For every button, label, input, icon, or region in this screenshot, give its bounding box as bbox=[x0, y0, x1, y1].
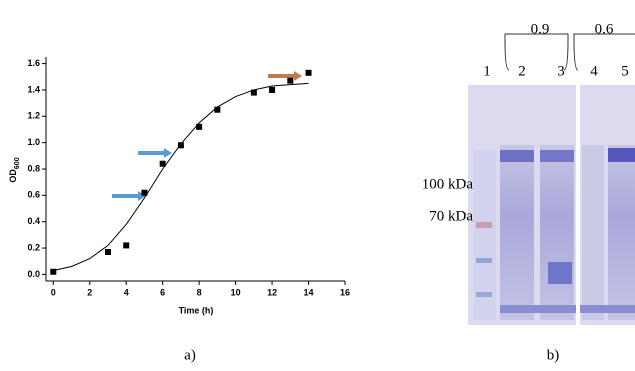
divider bbox=[576, 85, 580, 325]
group-label: 0.6 bbox=[595, 21, 614, 37]
arrow-head bbox=[294, 71, 302, 81]
x-tick-label: 16 bbox=[340, 287, 350, 297]
x-tick-label: 0 bbox=[51, 287, 56, 297]
lane bbox=[540, 145, 574, 320]
x-axis-label: Time (h) bbox=[179, 305, 214, 315]
y-tick-label: 1.2 bbox=[27, 111, 40, 121]
band bbox=[500, 305, 635, 313]
data-point bbox=[269, 87, 275, 93]
lane bbox=[582, 145, 604, 320]
bracket-line bbox=[505, 40, 578, 70]
lane-label: 5 bbox=[621, 63, 629, 79]
arrow-head bbox=[164, 148, 172, 158]
y-tick-label: 1.6 bbox=[27, 58, 40, 68]
ladder-band bbox=[476, 222, 492, 228]
x-tick-label: 6 bbox=[160, 287, 165, 297]
y-tick-label: 0.8 bbox=[27, 163, 40, 173]
y-tick-label: 0.4 bbox=[27, 216, 40, 226]
lane-label: 3 bbox=[557, 63, 565, 79]
ladder-band bbox=[476, 258, 492, 263]
data-point bbox=[306, 70, 312, 76]
page: 0.9 0.6 1 2 3 4 5 100 kDa 70 kDa a) b) T… bbox=[0, 0, 635, 371]
figure: 0.9 0.6 1 2 3 4 5 100 kDa 70 kDa a) b) T… bbox=[0, 0, 635, 371]
y-axis-label-sub: 600 bbox=[14, 157, 21, 169]
caption: b) bbox=[547, 347, 560, 363]
lane-label: 1 bbox=[483, 63, 491, 79]
gel-image bbox=[468, 34, 635, 325]
band bbox=[608, 148, 635, 162]
marker-label: 100 kDa bbox=[422, 176, 474, 192]
x-tick-label: 10 bbox=[231, 287, 241, 297]
y-tick-label: 0.2 bbox=[27, 242, 40, 252]
marker-label: 70 kDa bbox=[429, 208, 473, 224]
band bbox=[548, 262, 572, 284]
x-tick-label: 14 bbox=[304, 287, 314, 297]
data-point bbox=[287, 78, 293, 84]
lane bbox=[608, 145, 635, 320]
y-tick-label: 1.0 bbox=[27, 137, 40, 147]
x-tick-label: 4 bbox=[124, 287, 129, 297]
x-tick-label: 8 bbox=[197, 287, 202, 297]
x-tick-label: 2 bbox=[87, 287, 92, 297]
bracket bbox=[505, 34, 635, 40]
caption: a) bbox=[184, 347, 196, 363]
band bbox=[500, 150, 534, 162]
y-tick-label: 1.4 bbox=[27, 84, 40, 94]
ladder-band bbox=[476, 292, 492, 297]
lane-label: 2 bbox=[518, 63, 526, 79]
data-point bbox=[105, 249, 111, 255]
group-label: 0.9 bbox=[531, 21, 550, 37]
y-axis-label: OD600 bbox=[8, 157, 20, 182]
lane bbox=[500, 145, 534, 320]
fit-curve bbox=[53, 83, 308, 270]
lane-label: 4 bbox=[590, 63, 598, 79]
y-tick-label: 0.6 bbox=[27, 190, 40, 200]
data-point bbox=[123, 242, 129, 248]
y-axis-label-main: OD bbox=[8, 169, 18, 183]
band bbox=[540, 150, 574, 162]
y-tick-label: 0.0 bbox=[27, 269, 40, 279]
x-tick-label: 12 bbox=[267, 287, 277, 297]
